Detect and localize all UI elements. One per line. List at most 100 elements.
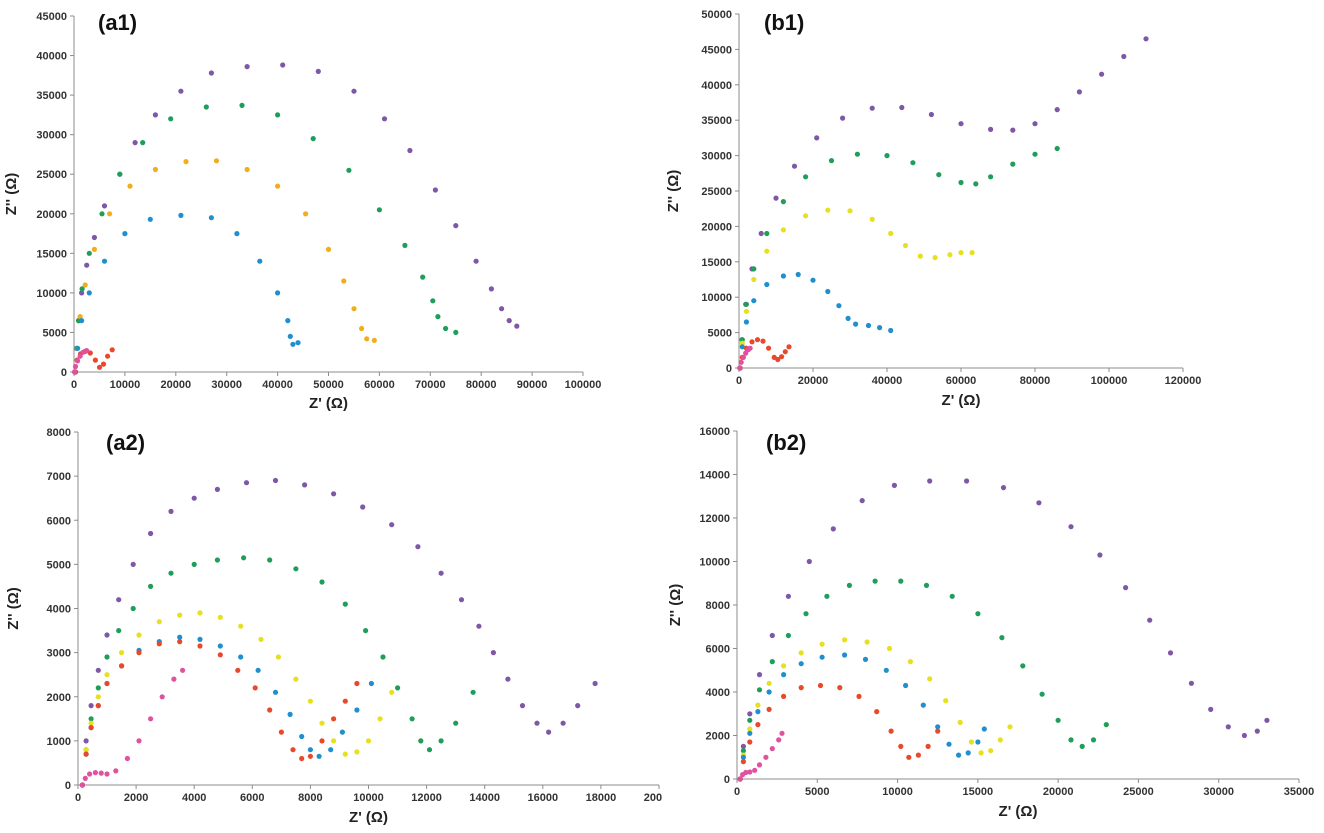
data-point: [217, 643, 223, 649]
data-point: [95, 694, 101, 700]
data-point: [79, 318, 85, 324]
series-3: [737, 271, 894, 371]
data-point: [740, 743, 746, 749]
data-point: [782, 349, 788, 355]
data-point: [927, 478, 933, 484]
y-tick-label: 45000: [36, 11, 67, 23]
data-point: [365, 738, 372, 744]
x-tick-label: 70000: [415, 379, 446, 391]
data-point: [743, 319, 749, 325]
data-point: [845, 315, 851, 321]
chart-panel-a2: 0 1000 2000 3000 4000 5000 6000 7000 8000 0 2000 40…: [5, 427, 662, 826]
data-point: [936, 172, 942, 178]
y-tick-label: 20000: [36, 209, 67, 221]
data-point: [1097, 552, 1103, 558]
data-point: [1020, 663, 1026, 669]
data-point: [420, 274, 426, 280]
y-axis-label: Z'' (Ω): [5, 587, 22, 629]
data-point: [842, 637, 848, 643]
data-point: [307, 753, 313, 759]
data-point: [854, 151, 860, 157]
y-tick-label: 12000: [699, 513, 730, 525]
y-tick-label: 40000: [36, 51, 67, 63]
data-point: [168, 570, 174, 576]
x-tick-label: 2000: [124, 792, 148, 804]
data-point: [928, 111, 934, 118]
data-point: [285, 318, 291, 324]
x-tick-label: 10000: [110, 379, 141, 391]
data-point: [743, 308, 749, 314]
data-point: [116, 628, 122, 634]
y-tick-label: 4000: [706, 687, 730, 699]
data-point: [769, 632, 775, 639]
data-point: [874, 709, 880, 715]
data-point: [453, 223, 459, 229]
data-point: [758, 230, 764, 237]
data-point: [814, 135, 820, 141]
data-point: [842, 652, 848, 658]
data-point: [354, 707, 360, 713]
data-point: [888, 327, 894, 334]
data-point: [290, 341, 296, 347]
data-point: [1225, 724, 1231, 730]
x-tick-label: 0: [71, 379, 77, 391]
data-point: [499, 306, 505, 312]
data-point: [77, 353, 83, 359]
x-axis-label: Z' (Ω): [942, 392, 981, 409]
x-tick-label: 16000: [528, 792, 559, 804]
data-point: [964, 478, 970, 484]
data-point: [891, 482, 897, 488]
data-point: [888, 728, 894, 734]
data-point: [898, 578, 904, 584]
data-point: [238, 654, 244, 660]
data-point: [325, 246, 332, 252]
data-point: [1147, 617, 1153, 623]
data-point: [949, 593, 955, 599]
y-tick-label: 10000: [699, 557, 730, 569]
data-point: [925, 743, 931, 749]
data-point: [766, 680, 772, 686]
data-point: [910, 160, 916, 166]
data-point: [293, 566, 299, 572]
y-axis-label: Z'' (Ω): [665, 170, 682, 212]
data-point: [371, 337, 377, 343]
data-point: [1123, 585, 1129, 591]
data-point: [235, 667, 241, 673]
data-point: [747, 730, 753, 736]
data-point: [988, 126, 994, 132]
x-tick-label: 90000: [517, 379, 548, 391]
x-tick-label: 5000: [805, 786, 829, 798]
y-tick-label: 1000: [47, 736, 71, 748]
data-point: [75, 358, 81, 364]
data-point: [418, 738, 424, 744]
data-point: [751, 298, 757, 304]
data-point: [342, 601, 348, 607]
data-point: [255, 667, 261, 673]
y-tick-label: 0: [65, 780, 71, 792]
series-5: [71, 348, 90, 375]
data-point: [389, 522, 395, 528]
data-point: [426, 747, 433, 753]
series-1: [72, 102, 459, 375]
x-axis-label: Z' (Ω): [349, 809, 388, 826]
data-point: [785, 593, 791, 599]
data-point: [99, 211, 105, 217]
data-point: [299, 733, 305, 740]
data-point: [786, 344, 792, 350]
data-point: [96, 364, 103, 370]
y-tick-label: 5000: [47, 559, 71, 571]
data-point: [917, 253, 923, 259]
data-point: [888, 230, 894, 237]
x-tick-label: 50000: [313, 379, 344, 391]
data-point: [84, 262, 90, 268]
data-point: [87, 771, 93, 777]
data-point: [505, 676, 511, 682]
data-point: [781, 672, 787, 678]
data-point: [1076, 89, 1082, 95]
data-point: [86, 250, 92, 256]
data-point: [968, 739, 974, 745]
data-point: [906, 754, 912, 760]
data-point: [377, 716, 383, 722]
data-point: [72, 363, 79, 370]
data-point: [241, 555, 247, 561]
